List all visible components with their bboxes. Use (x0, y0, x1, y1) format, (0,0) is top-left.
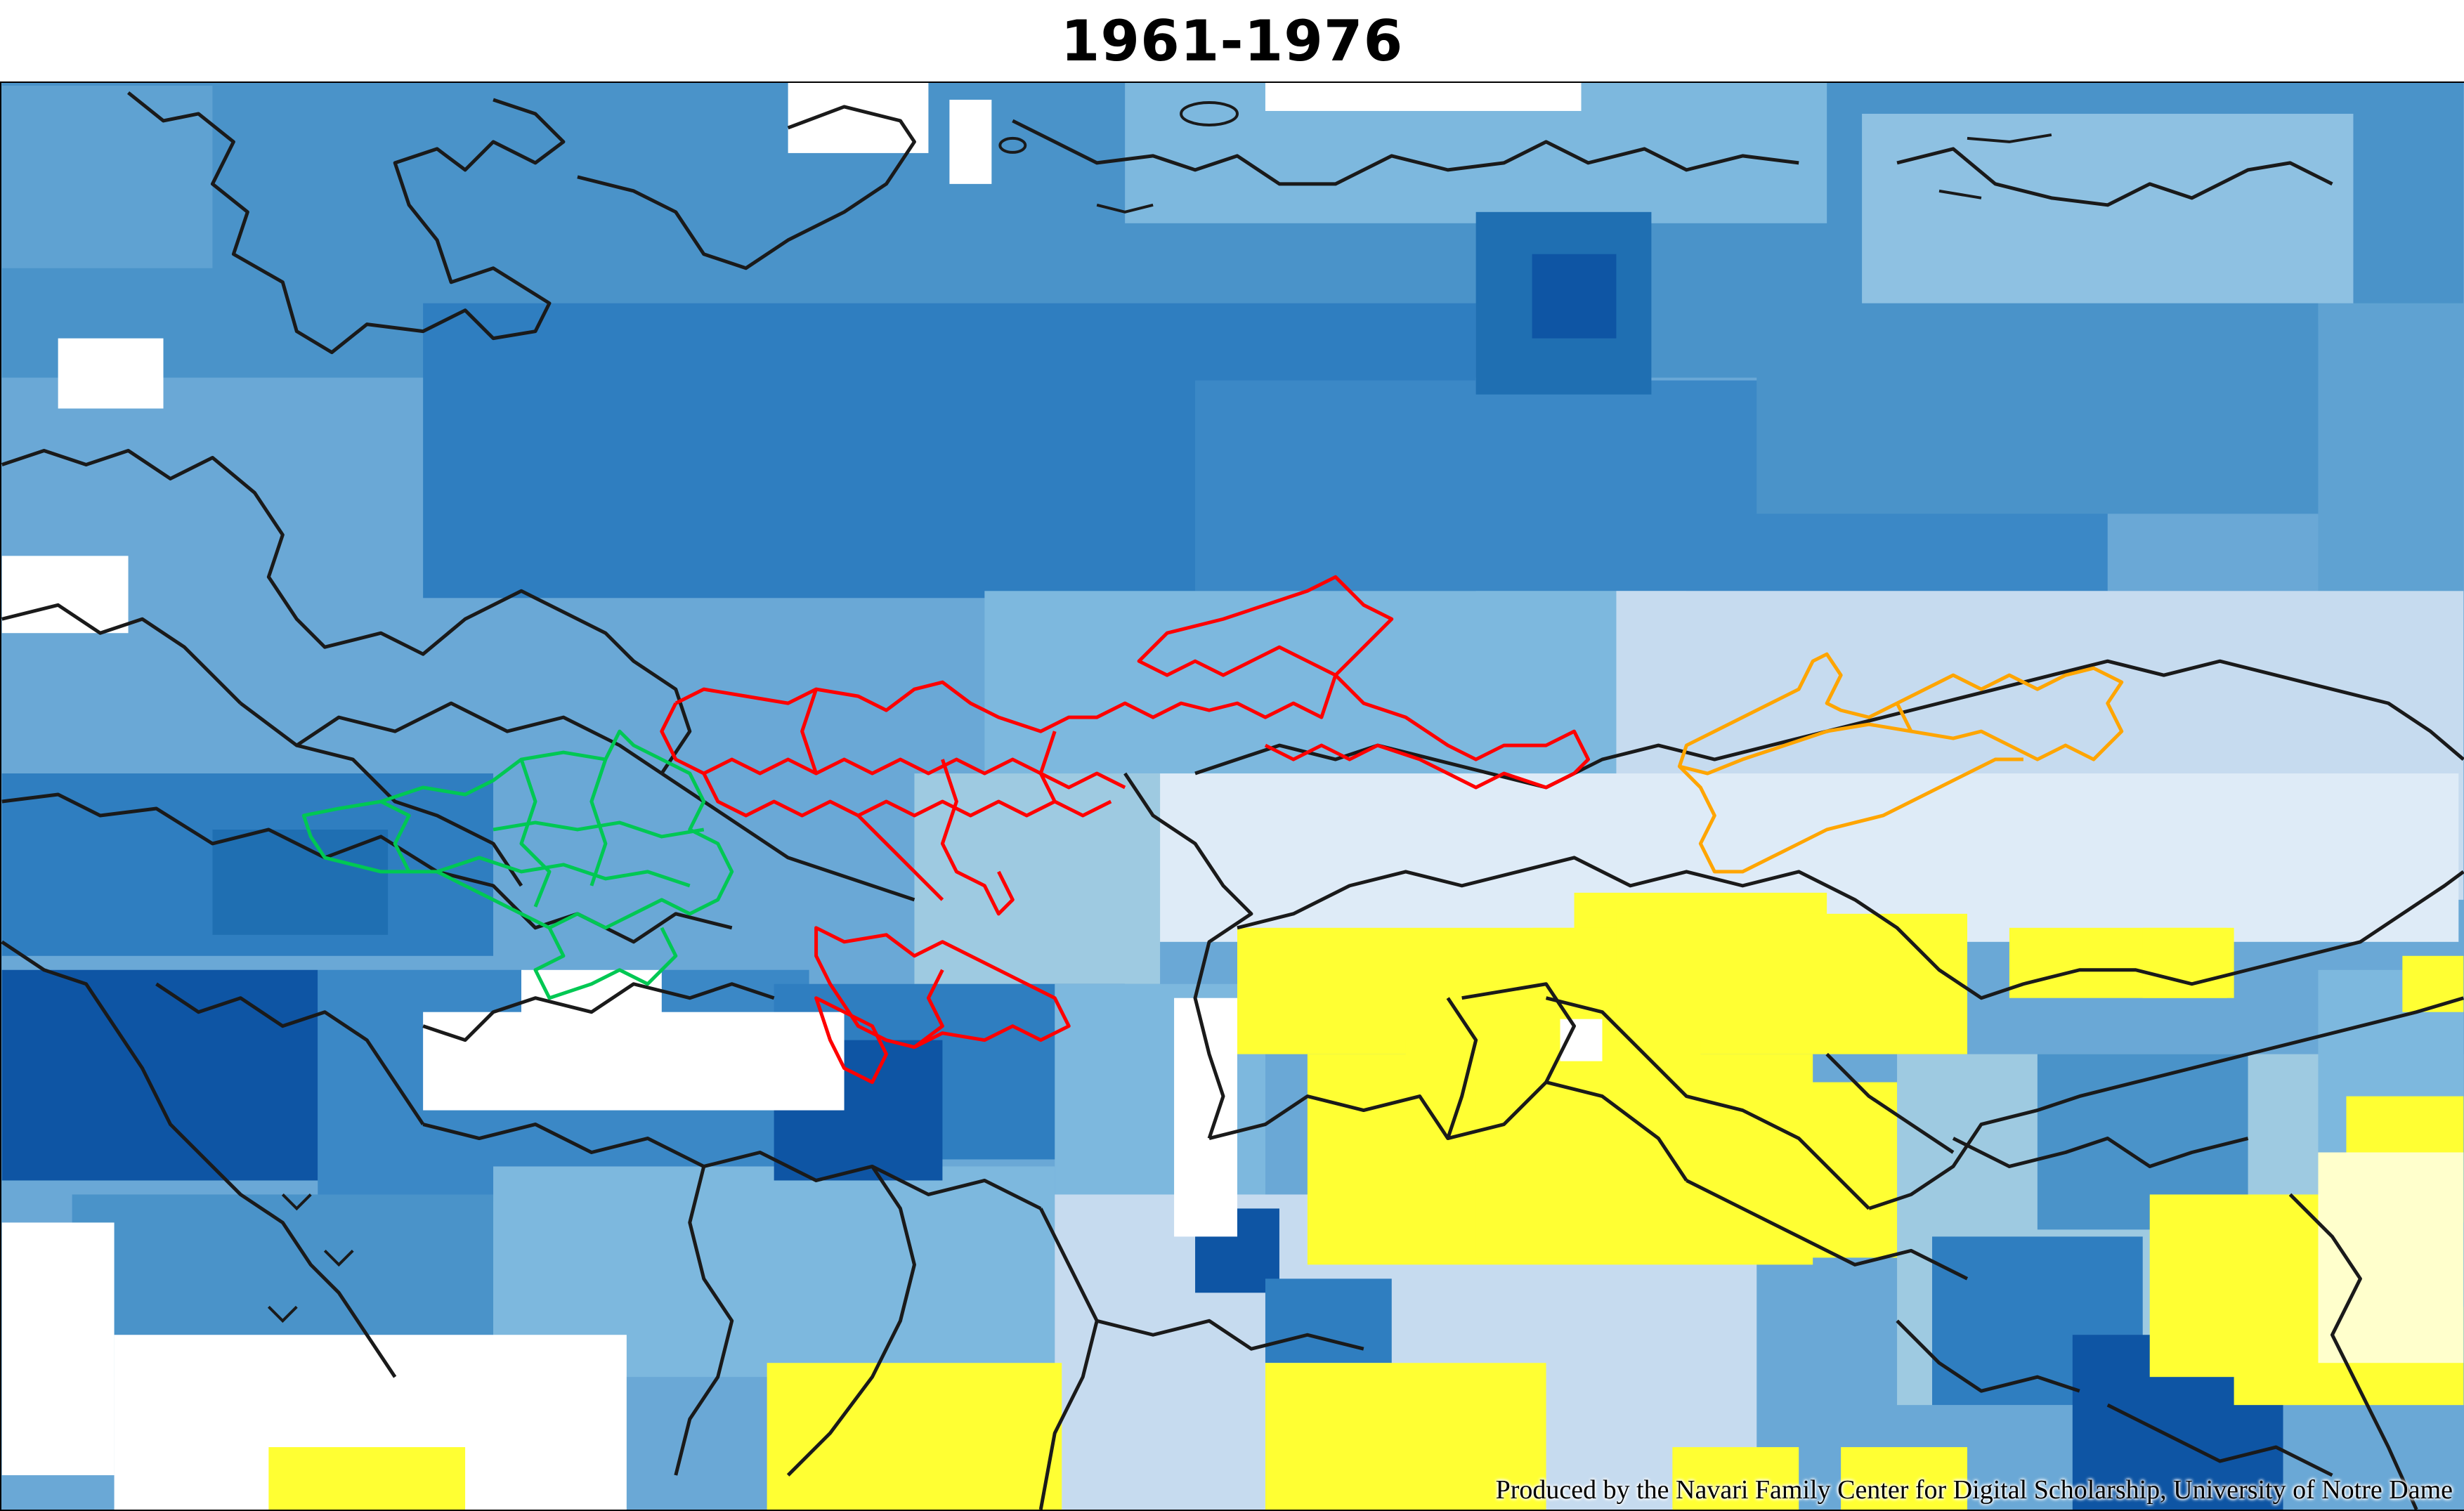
lake-shapes (267, 100, 2052, 1323)
map-title: 1961-1976 (1060, 8, 1404, 74)
gridded-data-layer (1, 83, 2464, 1510)
green-region-outline (301, 729, 734, 1000)
orange-region-outline (1677, 652, 2124, 874)
map-panel (0, 81, 2464, 1511)
map-svg (1, 83, 2464, 1510)
red-region-outline (660, 575, 1590, 1085)
credit-text: Produced by the Navari Family Center for… (1495, 1475, 2453, 1505)
